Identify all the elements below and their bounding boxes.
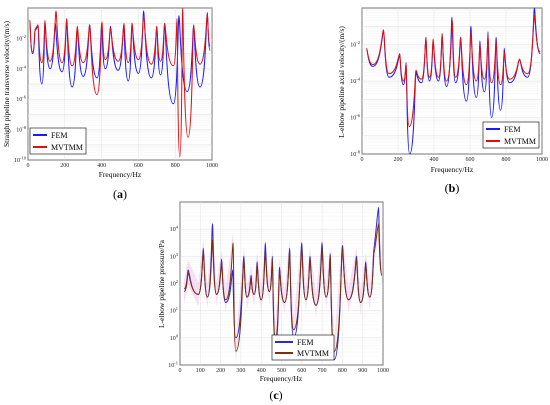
panel-b-y-label: L-elbow pipeline axial velocity/(m/s) [337,26,346,138]
panel-b-caption: (b) [445,181,460,195]
x-tick-label: 1000 [206,163,218,169]
panel-a-y-label: Straight pipeline transverse velocity/(m… [2,20,11,147]
legend-label-fem: FEM [504,125,520,134]
legend-box [271,334,335,361]
y-tick-label: 10-6 [350,113,360,122]
series-line-mvtmm [183,223,383,352]
x-tick-label: 0 [27,163,30,169]
legend-label-mvtmm: MVTMM [51,143,83,152]
panel-b-y-ticks: 10-8 10-6 10-4 10-2 [350,40,360,158]
y-tick-label: 100 [170,333,179,342]
x-tick-label: 400 [257,368,266,374]
panel-a-x-ticks: 0 200 400 600 800 1000 [27,163,219,169]
x-tick-label: 500 [277,368,286,374]
panel-b: 0 200 400 600 800 1000 10-8 10-6 10-4 10-2 Frequ… [337,7,549,195]
panel-b-legend: FEM MVTMM [482,121,540,149]
panel-c-caption: (c) [269,388,282,402]
panel-c-series [183,206,383,361]
x-tick-label: 100 [196,368,205,374]
y-tick-label: 10-2 [350,40,360,49]
panel-a-y-ticks: 10-10 10-8 10-6 10-4 10-2 [14,34,27,164]
panel-a: 0 200 400 600 800 1000 10-1010-810-610-410-2 … [2,7,219,201]
legend-box [482,121,540,149]
panel-b-series [366,7,541,155]
x-tick-label: 900 [358,368,367,374]
panel-c-y-ticks: 10-1 100 101 102 103 104 [168,225,179,369]
y-tick-label: 10-8 [16,125,26,134]
y-tick-label: 104 [170,225,179,234]
x-tick-label: 200 [60,163,69,169]
x-tick-label: 1000 [377,368,389,374]
legend-label-mvtmm: MVTMM [297,349,329,358]
x-tick-label: 700 [318,368,327,374]
x-tick-label: 600 [297,368,306,374]
x-tick-label: 600 [466,157,475,163]
series-line-fem [29,10,211,105]
x-tick-label: 400 [430,157,439,163]
panel-c-legend: FEM MVTMM [271,334,335,361]
x-tick-label: 600 [134,163,143,169]
y-tick-label: 101 [170,306,178,315]
panel-a-x-label: Frequency/Hz [99,170,142,179]
legend-box [29,127,87,155]
x-tick-label: 300 [236,368,245,374]
panel-b-x-label: Frequency/Hz [431,165,474,174]
y-tick-label: 10-4 [350,77,360,86]
x-tick-label: 400 [97,163,106,169]
panel-b-x-ticks: 0 200 400 600 800 1000 [361,157,549,163]
y-tick-label: 102 [170,279,178,288]
x-tick-label: 200 [216,368,225,374]
x-tick-label: 800 [171,163,180,169]
panel-c-x-ticks: 0 100 200 300 400 500 600 700 800 900 1000 [179,368,390,374]
panel-c-x-label: Frequency/Hz [260,374,303,383]
series-line-mvtmm [366,14,541,128]
y-tick-label: 10-8 [350,150,360,159]
panel-c: 0 100 200 300 400 500 600 700 800 900 1000 10-1 100… [157,201,390,402]
x-tick-label: 0 [179,368,182,374]
panel-a-series [29,7,211,158]
y-tick-label: 10-10 [14,156,27,165]
legend-label-mvtmm: MVTMM [504,137,536,146]
x-tick-label: 800 [502,157,511,163]
series-line-mvtmm [29,7,211,158]
panel-c-y-label: L-elbow pipeline pressure/Pa [157,239,166,328]
legend-label-fem: FEM [51,131,67,140]
x-tick-label: 200 [394,157,403,163]
y-tick-label: 103 [170,252,179,261]
legend-label-fem: FEM [297,338,313,347]
panel-a-legend: FEM MVTMM [29,127,87,155]
y-tick-label: 10-4 [16,64,26,73]
x-tick-label: 800 [338,368,347,374]
x-tick-label: 1000 [536,157,548,163]
y-tick-label: 10-1 [168,361,178,370]
panel-a-caption: (a) [113,187,127,201]
y-tick-label: 10-6 [16,95,26,104]
y-tick-label: 10-2 [16,34,26,43]
x-tick-label: 0 [361,157,364,163]
